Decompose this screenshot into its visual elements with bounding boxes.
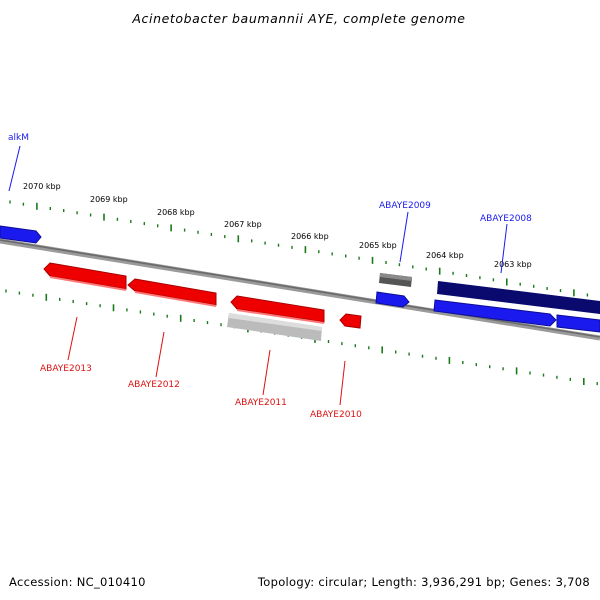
gene-ABAYE2011[interactable] bbox=[227, 295, 325, 396]
tick-label-2066: 2066 kbp bbox=[291, 232, 329, 241]
scale-track-upper bbox=[9, 200, 589, 297]
gene-label-ABAYE2012[interactable]: ABAYE2012 bbox=[128, 380, 180, 390]
tick-label-2070: 2070 kbp bbox=[23, 182, 61, 191]
gene-ABAYE2009[interactable] bbox=[375, 211, 412, 308]
tick-label-2068: 2068 kbp bbox=[157, 208, 195, 217]
accession-text: Accession: NC_010410 bbox=[9, 575, 146, 589]
gene-alkM[interactable] bbox=[0, 145, 42, 244]
gene-ABAYE2008[interactable] bbox=[433, 223, 600, 333]
gene-ABAYE2010[interactable] bbox=[339, 313, 362, 406]
gene-ABAYE2012[interactable] bbox=[127, 278, 217, 378]
tick-label-2065: 2065 kbp bbox=[359, 241, 397, 250]
map-title: Acinetobacter baumannii AYE, complete ge… bbox=[131, 11, 465, 26]
genome-summary-text: Topology: circular; Length: 3,936,291 bp… bbox=[257, 575, 590, 589]
genome-backbone bbox=[0, 238, 600, 341]
gene-label-ABAYE2013[interactable]: ABAYE2013 bbox=[40, 364, 92, 374]
gene-labels: alkM ABAYE2013 ABAYE2012 ABAYE2011 ABAYE… bbox=[8, 133, 532, 420]
tick-labels: 2070 kbp 2069 kbp 2068 kbp 2067 kbp 2066… bbox=[23, 182, 532, 269]
tick-label-2063: 2063 kbp bbox=[494, 260, 532, 269]
gene-label-ABAYE2008[interactable]: ABAYE2008 bbox=[480, 214, 532, 224]
gene-ABAYE2013[interactable] bbox=[43, 262, 127, 361]
gene-label-ABAYE2011[interactable]: ABAYE2011 bbox=[235, 398, 287, 408]
gene-label-ABAYE2010[interactable]: ABAYE2010 bbox=[310, 410, 362, 420]
tick-label-2069: 2069 kbp bbox=[90, 195, 128, 204]
scale-track-lower bbox=[5, 289, 598, 386]
tick-label-2067: 2067 kbp bbox=[224, 220, 262, 229]
gene-label-alkM[interactable]: alkM bbox=[8, 133, 29, 143]
tick-label-2064: 2064 kbp bbox=[426, 251, 464, 260]
gene-label-ABAYE2009[interactable]: ABAYE2009 bbox=[379, 201, 431, 211]
